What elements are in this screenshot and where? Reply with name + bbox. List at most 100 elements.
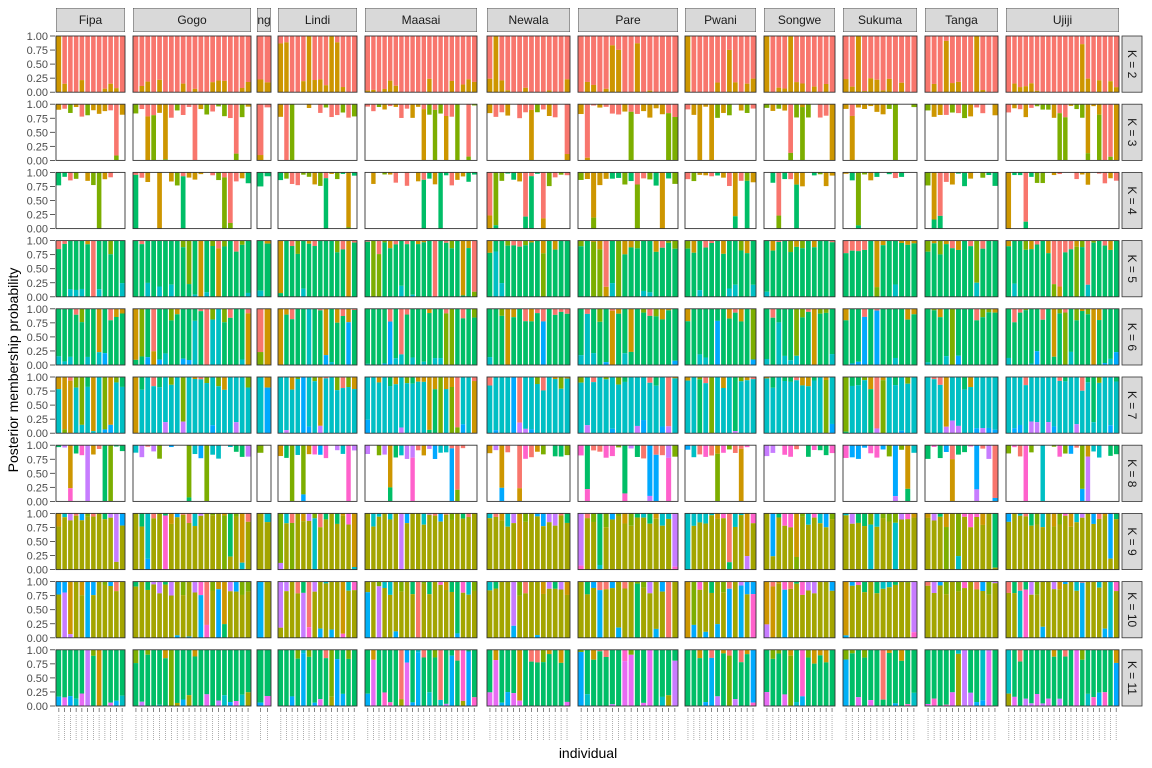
bar-segment xyxy=(162,159,169,161)
bar-segment xyxy=(203,445,210,502)
bar-segment xyxy=(162,36,169,93)
bar-segment xyxy=(432,36,438,93)
bar-segment xyxy=(107,649,114,703)
bar-segment xyxy=(892,385,899,434)
bar-segment xyxy=(197,104,204,110)
bar-segment xyxy=(910,36,917,93)
bar-segment xyxy=(404,244,410,297)
bar-segment xyxy=(1011,322,1018,365)
bar-segment xyxy=(1107,81,1114,93)
bar-segment xyxy=(323,378,329,434)
bar-segment xyxy=(138,240,145,245)
bar-segment xyxy=(855,172,862,226)
bar-segment xyxy=(162,377,169,423)
panel-newala-k-9 xyxy=(486,512,571,571)
bar-segment xyxy=(1039,308,1046,320)
bar-segment xyxy=(409,594,416,638)
bar-segment xyxy=(949,420,956,434)
bar-segment xyxy=(967,246,974,297)
bar-segment xyxy=(744,377,751,381)
bar-segment xyxy=(67,36,74,93)
bar-segment xyxy=(387,104,393,107)
panel-songwe-k-2 xyxy=(763,35,836,93)
bar-segment xyxy=(892,172,899,179)
bar-segment xyxy=(1006,581,1012,593)
bar-segment xyxy=(546,36,553,91)
bar-segment xyxy=(702,702,709,706)
bar-segment xyxy=(702,240,709,248)
bar-segment xyxy=(628,581,635,638)
bar-segment xyxy=(79,377,85,425)
bar-segment xyxy=(283,513,290,524)
bar-segment xyxy=(898,430,905,434)
bar-segment xyxy=(967,581,974,638)
bar-segment xyxy=(113,445,120,447)
bar-segment xyxy=(174,635,181,638)
bar-segment xyxy=(787,655,794,706)
bar-segment xyxy=(376,104,382,108)
bar-segment xyxy=(168,377,175,385)
bar-segment xyxy=(873,526,880,570)
bar-segment xyxy=(465,248,472,297)
panel-songwe-k-5 xyxy=(763,240,836,298)
bar-segment xyxy=(67,696,74,706)
y-tick-label: 0.25 xyxy=(27,414,48,426)
bar-segment xyxy=(404,581,410,638)
bar-segment xyxy=(646,172,653,180)
bar-segment xyxy=(1068,581,1074,638)
panel-ng-k-8 xyxy=(256,444,272,502)
bar-segment xyxy=(398,377,405,428)
bar-segment xyxy=(465,104,472,157)
bar-segment xyxy=(769,104,776,111)
panel-ujiji-k-11 xyxy=(1005,649,1120,707)
bar-segment xyxy=(829,354,835,365)
bar-segment xyxy=(925,445,932,459)
bar-segment xyxy=(1028,363,1035,365)
bar-segment xyxy=(365,592,371,638)
bar-segment xyxy=(67,581,74,635)
bar-segment xyxy=(596,321,603,365)
bar-segment xyxy=(107,702,114,706)
panel-border xyxy=(364,308,478,366)
bar-segment xyxy=(283,377,290,431)
bar-segment xyxy=(849,115,856,161)
bar-segment xyxy=(937,308,944,318)
bar-segment xyxy=(1062,649,1069,657)
bar-segment xyxy=(156,240,163,287)
bar-segment xyxy=(961,172,968,187)
bar-segment xyxy=(665,240,672,243)
bar-segment xyxy=(404,308,410,315)
bar-segment xyxy=(1034,513,1040,525)
bar-segment xyxy=(781,513,788,526)
bar-segment xyxy=(186,513,192,524)
bar-segment xyxy=(1085,377,1091,383)
bar-segment xyxy=(257,649,264,703)
bar-segment xyxy=(690,240,697,253)
bar-segment xyxy=(67,445,74,489)
bar-segment xyxy=(873,308,880,311)
bar-segment xyxy=(421,179,427,229)
panel-songwe-k-4 xyxy=(763,171,836,230)
bar-segment xyxy=(750,359,756,365)
bar-segment xyxy=(665,649,672,696)
bar-segment xyxy=(215,649,222,701)
strip-background xyxy=(56,8,125,32)
bar-segment xyxy=(498,581,505,638)
bar-segment xyxy=(892,445,899,497)
bar-segment xyxy=(398,699,405,706)
bar-segment xyxy=(432,389,438,434)
bar-segment xyxy=(1085,513,1091,570)
bar-segment xyxy=(609,377,616,429)
bar-segment xyxy=(867,377,874,390)
bar-segment xyxy=(239,594,246,638)
panel-border xyxy=(1005,240,1120,298)
bar-segment xyxy=(221,80,228,93)
bar-segment xyxy=(516,513,523,570)
bar-segment xyxy=(640,587,647,638)
bar-segment xyxy=(1102,363,1108,365)
bar-segment xyxy=(449,248,455,297)
bar-segment xyxy=(61,243,68,297)
bar-segment xyxy=(726,445,733,450)
bar-segment xyxy=(239,581,246,595)
bar-segment xyxy=(119,283,125,297)
